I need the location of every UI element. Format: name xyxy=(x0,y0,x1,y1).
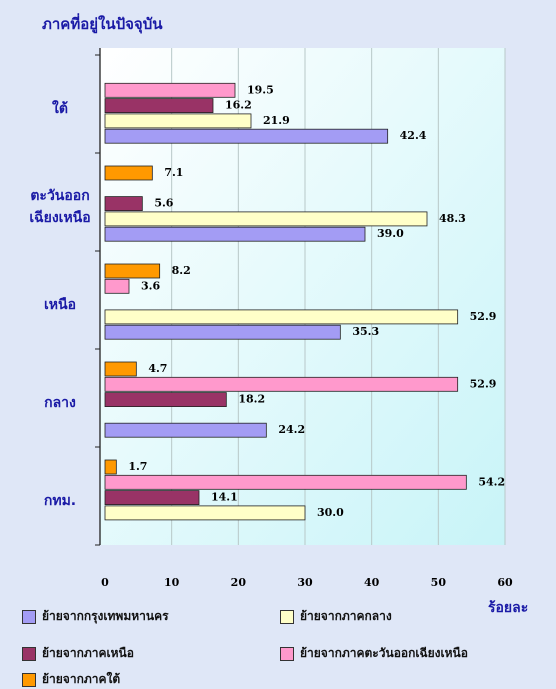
bar xyxy=(104,309,459,325)
legend-label: ย้ายจากภาคตะวันออกเฉียงเหนือ xyxy=(300,646,468,660)
data-label: 30.0 xyxy=(317,506,344,519)
data-label: 52.9 xyxy=(470,377,497,390)
bar xyxy=(104,474,467,490)
chart-title: ภาคที่อยู่ในปัจจุบัน xyxy=(42,15,163,33)
data-label: 4.7 xyxy=(148,362,167,375)
data-label: 3.6 xyxy=(141,279,160,292)
x-tick-label: 60 xyxy=(497,576,513,589)
data-label: 1.7 xyxy=(128,460,147,473)
legend-label: ย้ายจากภาคเหนือ xyxy=(42,646,134,660)
x-tick-label: 40 xyxy=(364,576,380,589)
legend-swatch xyxy=(280,646,294,661)
bar xyxy=(104,324,341,340)
bar xyxy=(104,196,143,212)
y-tick-label: กทม. xyxy=(43,492,77,509)
data-label: 54.2 xyxy=(478,475,505,488)
bar xyxy=(104,113,252,129)
data-label: 48.3 xyxy=(439,212,466,225)
x-tick-label: 0 xyxy=(101,576,109,589)
bar xyxy=(104,459,117,475)
data-label: 24.2 xyxy=(278,423,305,436)
bar xyxy=(104,211,428,227)
data-label: 8.2 xyxy=(172,264,191,277)
data-label: 21.9 xyxy=(263,114,290,127)
bar xyxy=(104,278,130,294)
bar xyxy=(104,128,389,144)
data-label: 42.4 xyxy=(400,129,427,142)
y-tick-label: เหนือ xyxy=(44,296,76,313)
bar xyxy=(104,376,459,392)
y-tick-label: ใต้ xyxy=(52,100,68,117)
data-label: 7.1 xyxy=(164,166,183,179)
legend-swatch xyxy=(22,646,36,661)
legend-item: ย้ายจากภาคตะวันออกเฉียงเหนือ xyxy=(280,644,468,663)
data-label: 18.2 xyxy=(238,393,265,406)
legend-item: ย้ายจากภาคใต้ xyxy=(22,670,120,689)
bar xyxy=(104,263,161,279)
legend-item: ย้ายจากภาคเหนือ xyxy=(22,644,134,663)
bar xyxy=(104,505,306,521)
legend-label: ย้ายจากภาคกลาง xyxy=(300,609,392,623)
y-tick-label: กลาง xyxy=(44,394,76,411)
bar xyxy=(104,226,366,242)
data-label: 5.6 xyxy=(154,197,173,210)
x-tick-label: 50 xyxy=(431,576,447,589)
bar xyxy=(104,165,153,181)
data-label: 14.1 xyxy=(211,491,238,504)
x-tick-label: 30 xyxy=(297,576,313,589)
bar xyxy=(104,490,200,506)
x-tick-label: 10 xyxy=(164,576,180,589)
data-label: 19.5 xyxy=(247,83,274,96)
data-label: 39.0 xyxy=(377,227,404,240)
legend-label: ย้ายจากภาคใต้ xyxy=(42,672,121,686)
data-label: 35.3 xyxy=(352,325,379,338)
data-label: 16.2 xyxy=(225,99,252,112)
bar xyxy=(104,361,137,377)
bar xyxy=(104,422,267,438)
legend-swatch xyxy=(280,609,294,624)
legend-item: ย้ายจากกรุงเทพมหานคร xyxy=(22,607,169,626)
bar xyxy=(104,392,227,408)
x-axis-label: ร้อยละ xyxy=(488,600,529,616)
data-label: 52.9 xyxy=(470,310,497,323)
bar xyxy=(104,98,214,113)
legend-item: ย้ายจากภาคกลาง xyxy=(280,607,392,626)
legend-swatch xyxy=(22,672,36,687)
bar xyxy=(104,82,236,98)
x-tick-label: 20 xyxy=(231,576,247,589)
legend-swatch xyxy=(22,609,36,624)
y-tick-label: ตะวันออก เฉียงเหนือ xyxy=(29,187,91,226)
legend-label: ย้ายจากกรุงเทพมหานคร xyxy=(42,609,169,623)
